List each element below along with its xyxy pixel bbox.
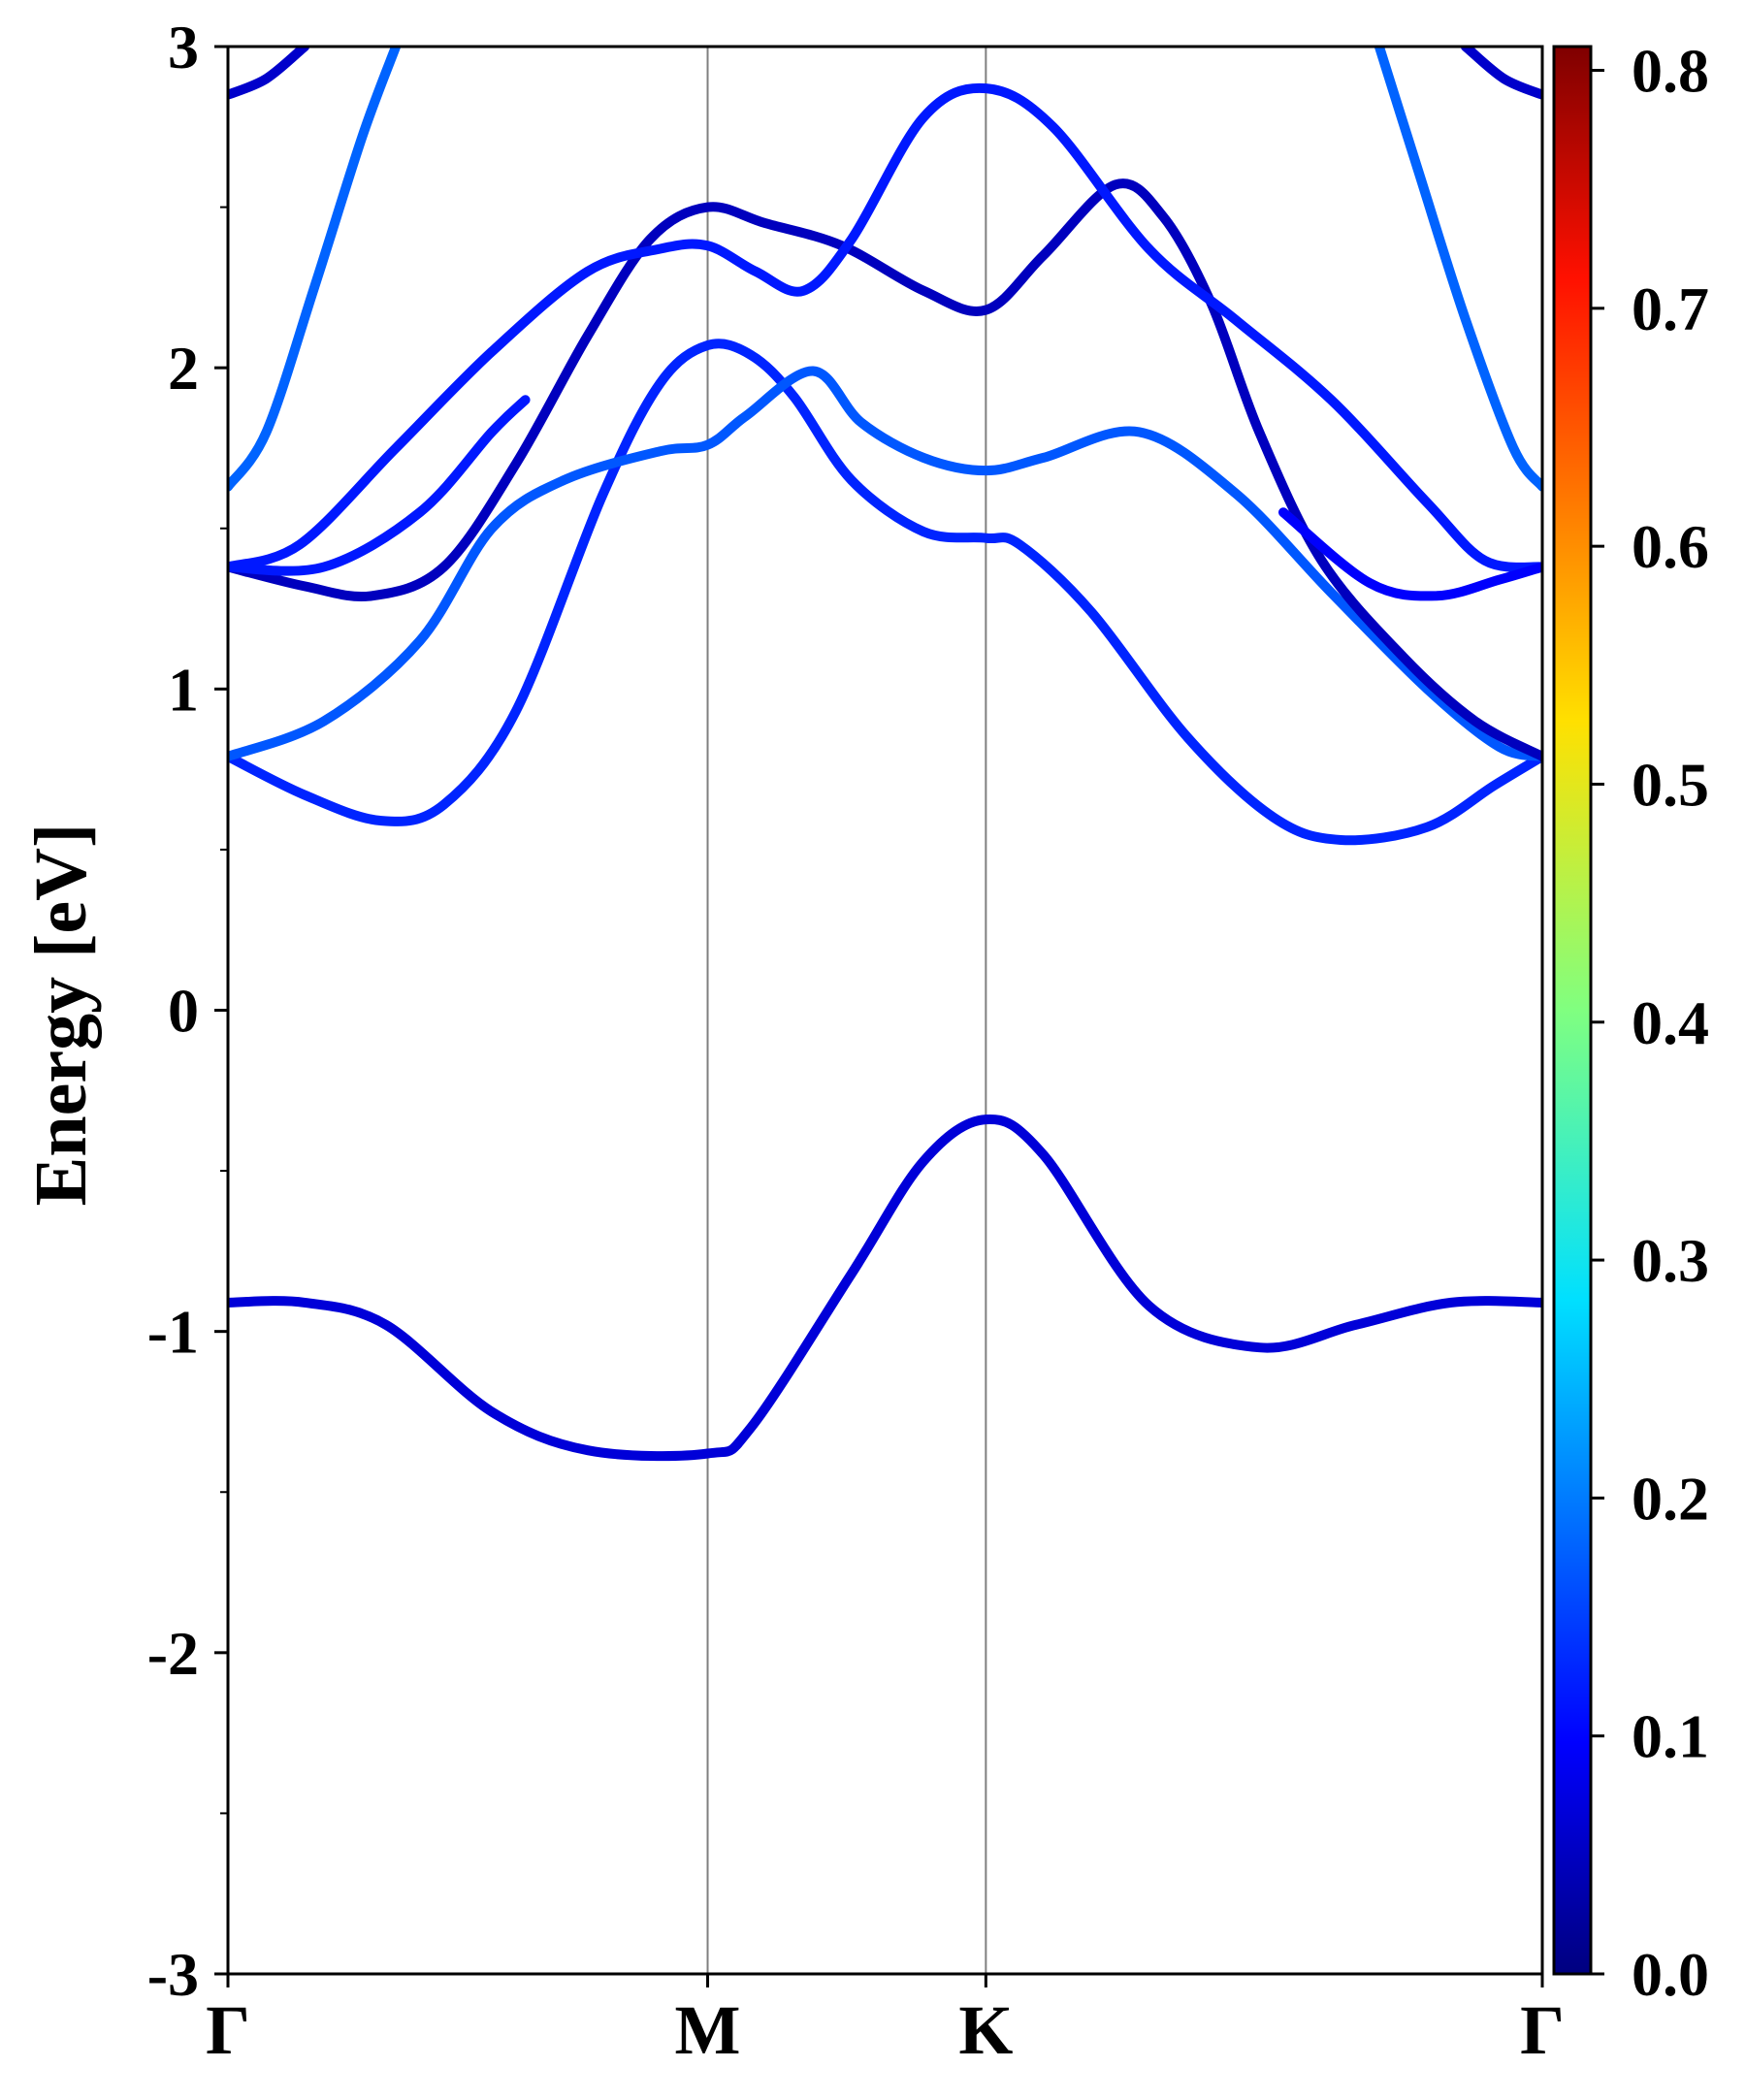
y-tick-label: -1	[147, 1298, 199, 1367]
bands-group	[228, 47, 1542, 1462]
band-line	[228, 1115, 1542, 1462]
plot-area	[226, 45, 1544, 1976]
y-tick-label: -3	[147, 1940, 199, 2009]
colorbar-tick-label: 0.8	[1632, 37, 1709, 106]
band-line	[1278, 507, 1542, 601]
y-tick-label: 2	[168, 334, 199, 403]
x-tick-label: Γ	[206, 1991, 250, 2069]
band-line	[228, 47, 402, 492]
band-line	[228, 82, 1542, 572]
colorbar: 0.0 0.1 0.2 0.3 0.4 0.5 0.6 0.7 0.8	[1552, 37, 1709, 2009]
colorbar-gradient	[1552, 45, 1593, 1976]
colorbar-tick-label: 0.1	[1632, 1702, 1709, 1771]
colorbar-tick-label: 0.7	[1632, 275, 1709, 343]
colorbar-tick-label: 0.0	[1632, 1940, 1709, 2009]
x-tick-label: Γ	[1520, 1991, 1565, 2069]
y-tick-label: 0	[168, 977, 199, 1046]
x-tick-label: K	[958, 1991, 1013, 2069]
x-tick-label: M	[675, 1991, 741, 2069]
y-axis: -3 -2 -1 0 1 2 3	[147, 13, 228, 2009]
band-line	[1374, 47, 1542, 492]
band-line	[228, 178, 1542, 761]
plot-frame	[226, 45, 1544, 1976]
band-line	[1460, 47, 1542, 100]
y-tick-label: 1	[168, 655, 199, 724]
band-line	[228, 395, 531, 576]
colorbar-tick-label: 0.6	[1632, 512, 1709, 581]
y-axis-label: Energy [eV]	[20, 824, 102, 1207]
colorbar-tick-label: 0.2	[1632, 1464, 1709, 1533]
band-line	[228, 47, 310, 100]
colorbar-tick-label: 0.5	[1632, 750, 1709, 819]
band-line	[228, 366, 1542, 761]
y-tick-label: 3	[168, 13, 199, 81]
colorbar-tick-label: 0.4	[1632, 988, 1709, 1057]
band-line	[228, 339, 1542, 846]
y-tick-label: -2	[147, 1619, 199, 1688]
colorbar-tick-label: 0.3	[1632, 1226, 1709, 1295]
